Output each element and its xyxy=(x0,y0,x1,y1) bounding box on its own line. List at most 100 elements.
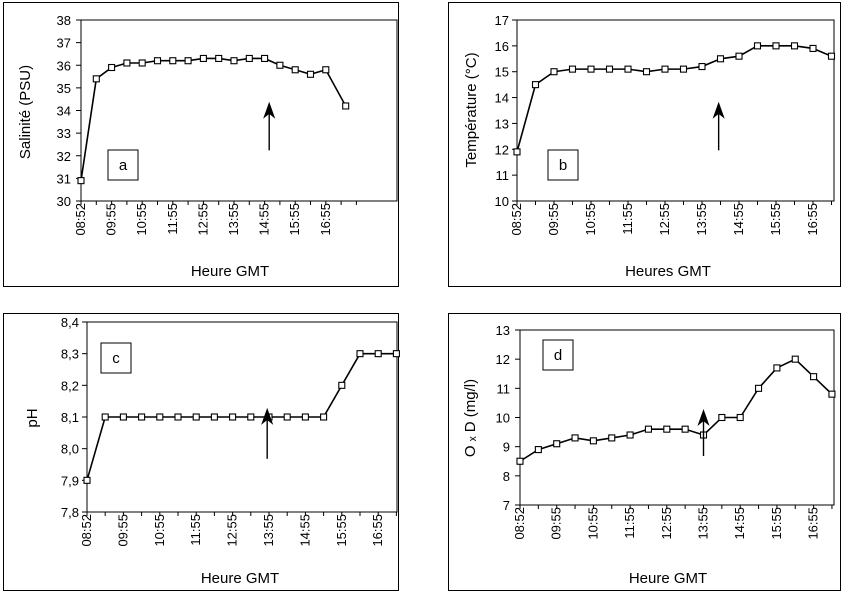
data-point xyxy=(108,63,116,72)
data-point xyxy=(322,66,330,74)
data-point xyxy=(156,413,164,421)
y-tick-label: 8,0 xyxy=(61,442,79,457)
x-tick-label: 10:55 xyxy=(134,203,149,236)
y-axis-label: O ₓ D (mg/l) xyxy=(462,379,479,457)
y-tick-label: 31 xyxy=(57,171,71,186)
arrow-head xyxy=(261,407,274,425)
data-point xyxy=(276,61,284,69)
data-point xyxy=(392,350,400,358)
y-tick-label: 36 xyxy=(57,58,71,73)
data-point xyxy=(828,390,836,398)
data-point xyxy=(119,413,127,421)
data-point xyxy=(513,148,521,156)
y-axis-label: pH xyxy=(24,408,41,427)
chart-panel-b xyxy=(448,2,841,287)
x-tick-label: 08:52 xyxy=(79,514,94,547)
chart-panel-a xyxy=(3,2,399,287)
x-tick-label: 11:55 xyxy=(620,203,635,235)
x-tick-label: 16:55 xyxy=(805,203,820,236)
arrow-head xyxy=(697,409,710,426)
y-tick-label: 32 xyxy=(57,149,71,164)
x-axis-label: Heure GMT xyxy=(201,570,279,587)
data-point xyxy=(230,57,238,65)
y-tick-label: 12 xyxy=(495,142,509,157)
data-point xyxy=(210,413,218,421)
data-point xyxy=(661,65,669,73)
x-tick-label: 10:55 xyxy=(152,514,167,547)
y-tick-label: 11 xyxy=(497,381,511,396)
y-axis-label: Température (°C) xyxy=(463,52,480,167)
data-point xyxy=(123,59,131,67)
panel-label-box xyxy=(542,339,574,371)
y-tick-label: 33 xyxy=(57,126,71,141)
panel-label: b xyxy=(559,157,567,174)
x-tick-label: 12:55 xyxy=(657,203,672,236)
data-point xyxy=(531,81,540,89)
data-point xyxy=(809,44,817,52)
x-tick-label: 09:55 xyxy=(546,203,561,236)
data-point xyxy=(663,425,671,433)
y-tick-label: 37 xyxy=(57,36,71,51)
x-axis-label: Heure GMT xyxy=(191,263,269,280)
x-tick-label: 14:55 xyxy=(297,514,312,547)
data-point xyxy=(735,52,743,60)
data-point xyxy=(306,70,315,78)
data-point xyxy=(174,413,182,421)
y-tick-label: 13 xyxy=(495,116,509,131)
data-point xyxy=(247,413,255,421)
data-point xyxy=(138,59,146,67)
y-axis-label: Salinité (PSU) xyxy=(17,65,34,159)
data-point xyxy=(571,434,579,442)
data-point xyxy=(624,65,632,73)
data-point xyxy=(338,381,346,389)
panel-label-box xyxy=(100,342,132,374)
y-tick-label: 7 xyxy=(503,498,510,513)
data-point xyxy=(568,65,577,73)
chart-panel-d xyxy=(448,313,841,591)
y-tick-label: 8 xyxy=(503,469,510,484)
arrow-head xyxy=(712,101,725,119)
x-tick-label: 11:55 xyxy=(622,507,637,539)
x-tick-label: 16:55 xyxy=(806,507,821,540)
y-tick-label: 9 xyxy=(503,440,510,455)
data-point xyxy=(791,355,799,363)
y-tick-label: 16 xyxy=(495,39,509,54)
y-tick-label: 10 xyxy=(496,411,510,426)
y-tick-label: 7,9 xyxy=(61,473,79,488)
data-point xyxy=(736,413,744,422)
x-tick-label: 12:55 xyxy=(659,507,674,540)
x-tick-label: 10:55 xyxy=(585,507,600,540)
data-point xyxy=(77,177,85,185)
data-point xyxy=(283,413,291,421)
data-point xyxy=(550,68,558,76)
arrow-head xyxy=(263,101,276,119)
data-point xyxy=(698,62,706,71)
y-tick-label: 10 xyxy=(495,194,509,209)
data-point xyxy=(553,440,561,448)
x-tick-label: 10:55 xyxy=(583,203,598,236)
data-point xyxy=(320,413,328,421)
data-point xyxy=(83,476,91,484)
data-point xyxy=(753,42,762,50)
x-axis-label: Heure GMT xyxy=(629,570,707,587)
data-point xyxy=(754,384,763,392)
panel-label-box xyxy=(547,149,579,181)
data-point xyxy=(534,446,542,454)
panel-label: d xyxy=(554,347,562,364)
data-point xyxy=(138,413,146,421)
data-point xyxy=(101,413,109,421)
x-tick-label: 15:55 xyxy=(769,507,784,540)
data-point xyxy=(245,54,253,63)
x-tick-label: 08:52 xyxy=(512,507,527,540)
y-tick-label: 15 xyxy=(495,65,509,80)
y-tick-label: 12 xyxy=(496,352,510,367)
data-point xyxy=(589,437,597,445)
plot-area xyxy=(516,19,835,202)
panel-label-box xyxy=(107,149,139,181)
data-point xyxy=(229,413,237,421)
x-tick-label: 14:55 xyxy=(257,203,272,236)
data-point xyxy=(261,54,269,63)
data-point xyxy=(716,55,725,63)
data-point xyxy=(192,413,200,421)
